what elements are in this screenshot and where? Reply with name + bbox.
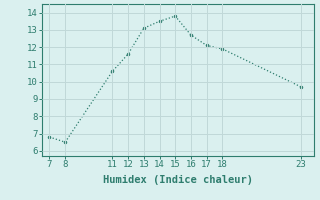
X-axis label: Humidex (Indice chaleur): Humidex (Indice chaleur): [103, 175, 252, 185]
